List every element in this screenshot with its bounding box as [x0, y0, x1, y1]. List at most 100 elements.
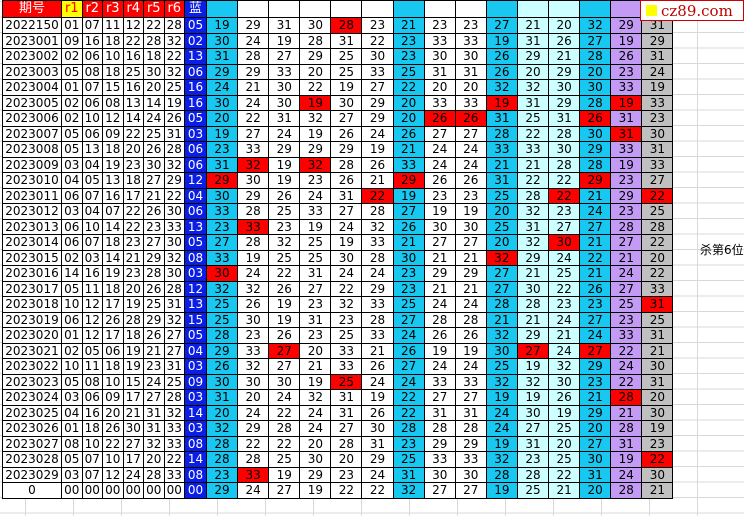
value-cell: 33: [361, 296, 394, 313]
value-cell: 28: [579, 48, 612, 65]
value-cell: 28: [268, 420, 301, 437]
value-cell: 23: [205, 141, 239, 158]
value-cell: 33: [361, 63, 394, 80]
value-cell: 32: [485, 249, 518, 266]
value-cell: 30: [641, 125, 674, 142]
red-ball-cell: 18: [102, 32, 124, 49]
value-cell: 22: [548, 187, 581, 204]
value-cell: 28: [485, 466, 518, 483]
value-cell: 33: [423, 451, 456, 468]
header-col-2: [237, 0, 270, 18]
header-col-7: [392, 0, 425, 18]
red-ball-cell: 22: [163, 48, 185, 65]
red-ball-cell: 07: [81, 451, 103, 468]
red-ball-cell: 22: [163, 187, 185, 204]
value-cell: 30: [392, 249, 425, 266]
red-ball-cell: 27: [122, 435, 144, 452]
value-cell: 29: [205, 172, 239, 189]
value-cell: 29: [330, 141, 363, 158]
value-cell: 29: [205, 342, 239, 359]
red-ball-cell: 04: [61, 404, 83, 421]
red-ball-cell: 27: [143, 234, 165, 251]
blue-ball-cell: 06: [184, 203, 207, 220]
value-cell: 25: [485, 358, 518, 375]
value-cell: 33: [516, 141, 550, 158]
value-cell: 26: [579, 110, 612, 127]
value-cell: 26: [237, 296, 270, 313]
red-ball-cell: 18: [122, 172, 144, 189]
red-ball-cell: 18: [143, 48, 165, 65]
red-ball-cell: 00: [61, 482, 83, 499]
red-ball-cell: 09: [102, 389, 124, 406]
value-cell: 26: [361, 156, 394, 173]
red-ball-cell: 20: [122, 141, 144, 158]
value-cell: 31: [268, 110, 301, 127]
value-cell: 30: [579, 125, 612, 142]
value-cell: 25: [392, 63, 425, 80]
value-cell: 27: [641, 172, 674, 189]
red-ball-cell: 03: [61, 389, 83, 406]
blue-ball-cell: 03: [184, 389, 207, 406]
value-cell: 32: [579, 17, 612, 34]
red-ball-cell: 05: [61, 63, 83, 80]
value-cell: 24: [299, 420, 332, 437]
issue-cell: 2023022: [2, 358, 62, 375]
value-cell: 22: [361, 482, 394, 499]
value-cell: 20: [299, 63, 332, 80]
value-cell: 19: [330, 79, 363, 96]
header-col-3: [268, 0, 301, 18]
issue-cell: 2023029: [2, 466, 62, 483]
red-ball-cell: 31: [143, 404, 165, 421]
issue-cell: 2023018: [2, 296, 62, 313]
red-ball-cell: 31: [143, 420, 165, 437]
header-col-13: [579, 0, 612, 18]
red-ball-cell: 08: [102, 94, 124, 111]
value-cell: 29: [361, 280, 394, 297]
value-cell: 30: [423, 48, 456, 65]
red-ball-cell: 02: [61, 249, 83, 266]
red-ball-cell: 20: [143, 451, 165, 468]
value-cell: 24: [579, 203, 612, 220]
value-cell: 28: [610, 218, 643, 235]
value-cell: 30: [641, 404, 674, 421]
red-ball-cell: 23: [122, 265, 144, 282]
value-cell: 22: [299, 79, 332, 96]
value-cell: 28: [361, 249, 394, 266]
red-ball-cell: 06: [61, 187, 83, 204]
value-cell: 22: [392, 389, 425, 406]
value-cell: 22: [268, 265, 301, 282]
value-cell: 29: [205, 63, 239, 80]
value-cell: 29: [610, 17, 643, 34]
value-cell: 24: [392, 373, 425, 390]
issue-cell: 2023001: [2, 32, 62, 49]
value-cell: 24: [423, 141, 456, 158]
value-cell: 24: [610, 358, 643, 375]
red-ball-cell: 03: [61, 203, 83, 220]
table-row: 2023027 08 10 22 27 32 33 08 28 22 22 20 28 31 23 29 29 1…: [2, 435, 674, 452]
red-ball-cell: 05: [81, 172, 103, 189]
red-ball-cell: 05: [61, 451, 83, 468]
value-cell: 20: [548, 435, 581, 452]
header-blue: 蓝: [184, 0, 207, 18]
value-cell: 27: [268, 48, 301, 65]
red-ball-cell: 22: [102, 435, 124, 452]
value-cell: 27: [330, 420, 363, 437]
blue-ball-cell: 13: [184, 296, 207, 313]
value-cell: 23: [423, 17, 456, 34]
red-ball-cell: 30: [143, 63, 165, 80]
value-cell: 28: [330, 435, 363, 452]
value-cell: 31: [641, 296, 674, 313]
red-ball-cell: 25: [163, 373, 185, 390]
value-cell: 19: [299, 373, 332, 390]
red-ball-cell: 28: [143, 466, 165, 483]
red-ball-cell: 25: [143, 296, 165, 313]
table-row: 2023009 03 04 19 23 30 32 06 31 32 19 32 28 26 33 24 24 2…: [2, 156, 674, 173]
value-cell: 26: [330, 125, 363, 142]
red-ball-cell: 14: [102, 218, 124, 235]
value-cell: 24: [423, 296, 456, 313]
red-ball-cell: 12: [81, 311, 103, 328]
value-cell: 23: [392, 32, 425, 49]
red-ball-cell: 26: [102, 311, 124, 328]
value-cell: 24: [237, 265, 270, 282]
value-cell: 24: [268, 389, 301, 406]
